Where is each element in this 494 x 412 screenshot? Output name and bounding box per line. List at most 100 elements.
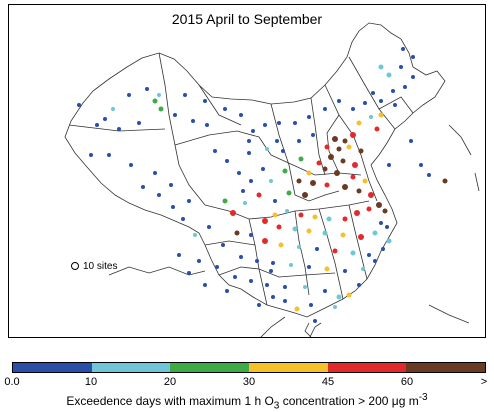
monitoring-site-dot: [294, 306, 300, 312]
monitoring-site-dot: [243, 201, 247, 205]
monitoring-site-dot: [239, 255, 243, 259]
monitoring-site-dot: [265, 147, 269, 151]
monitoring-site-dot: [324, 182, 330, 188]
monitoring-site-dot: [306, 170, 312, 176]
monitoring-site-dot: [193, 233, 197, 237]
monitoring-site-dot: [309, 303, 313, 307]
monitoring-site-dot: [233, 275, 237, 279]
colorbar-tick-4: 45: [321, 376, 335, 388]
monitoring-site-dot: [393, 103, 397, 107]
monitoring-site-dot: [283, 299, 287, 303]
monitoring-site-dot: [273, 199, 277, 203]
monitoring-site-dot: [362, 178, 368, 184]
monitoring-site-dot: [343, 269, 347, 273]
monitoring-site-dot: [342, 184, 348, 190]
monitoring-site-dot: [215, 265, 219, 269]
monitoring-site-dot: [241, 189, 245, 193]
monitoring-site-dot: [271, 295, 275, 299]
monitoring-site-dot: [316, 160, 322, 166]
monitoring-site-dot: [372, 230, 378, 236]
colorbar: [12, 362, 486, 373]
monitoring-site-dot: [197, 259, 201, 263]
monitoring-site-dot: [378, 64, 384, 70]
monitoring-site-dot: [141, 185, 145, 189]
monitoring-site-dot: [251, 129, 255, 133]
monitoring-site-dot: [379, 99, 383, 103]
monitoring-site-dot: [263, 123, 267, 127]
colorbar-tick-1: 10: [84, 376, 98, 388]
monitoring-site-dot: [191, 119, 195, 123]
monitoring-site-dot: [332, 248, 338, 254]
monitoring-site-dot: [256, 192, 262, 198]
monitoring-site-dot: [315, 247, 319, 251]
china-map: [64, 22, 480, 337]
monitoring-site-dot: [363, 101, 367, 105]
monitoring-site-dot: [247, 139, 251, 143]
monitoring-site-dot: [369, 115, 373, 119]
colorbar-label: Exceedence days with maximum 1 h O3 conc…: [66, 392, 428, 412]
monitoring-site-dot: [442, 178, 448, 184]
monitoring-site-dot: [352, 162, 358, 168]
monitoring-site-dot: [127, 93, 131, 97]
monitoring-site-dot: [297, 139, 301, 143]
colorbar-tick-2: 20: [163, 376, 177, 388]
monitoring-site-dot: [207, 225, 211, 229]
monitoring-site-dot: [171, 205, 175, 209]
monitoring-site-dot: [282, 168, 288, 174]
monitoring-site-dot: [187, 271, 191, 275]
monitoring-site-dot: [158, 106, 164, 112]
monitoring-site-dot: [292, 226, 298, 232]
monitoring-site-dot: [276, 224, 282, 230]
monitoring-site-dot: [323, 289, 327, 293]
monitoring-site-dot: [324, 266, 330, 272]
monitoring-site-dot: [221, 243, 225, 247]
monitoring-site-dot: [354, 210, 360, 216]
colorbar-segment-4: [249, 363, 328, 372]
monitoring-site-dot: [401, 47, 405, 51]
monitoring-site-dot: [269, 179, 273, 183]
site-size-legend: 10 sites: [71, 261, 117, 272]
monitoring-site-dot: [346, 292, 352, 298]
monitoring-site-dot: [177, 253, 181, 257]
monitoring-site-dot: [272, 212, 278, 218]
monitoring-site-dot: [239, 113, 243, 117]
monitoring-site-dot: [298, 212, 304, 218]
monitoring-site-dot: [306, 228, 312, 234]
monitoring-site-dot: [249, 233, 253, 237]
monitoring-site-dot: [381, 247, 385, 251]
monitoring-site-dot: [378, 112, 384, 118]
china-border: [64, 22, 446, 318]
monitoring-site-dot: [366, 206, 372, 212]
monitoring-site-dot: [357, 283, 361, 287]
monitoring-site-dot: [89, 153, 93, 157]
monitoring-site-dot: [342, 216, 348, 222]
monitoring-site-dot: [350, 174, 356, 180]
monitoring-site-dot: [187, 199, 191, 203]
monitoring-site-dot: [169, 183, 173, 187]
monitoring-site-dot: [411, 75, 415, 79]
colorbar-tick-6: >: [480, 376, 488, 388]
monitoring-site-dot: [271, 261, 275, 265]
monitoring-site-dot: [181, 217, 185, 221]
monitoring-site-dot: [281, 149, 285, 153]
monitoring-site-dot: [386, 72, 392, 78]
monitoring-site-dot: [351, 107, 355, 111]
monitoring-site-dot: [313, 319, 317, 323]
monitoring-site-dot: [358, 148, 364, 154]
monitoring-site-dot: [373, 259, 377, 263]
map-panel: 2015 April to September 10 sites: [8, 4, 486, 338]
monitoring-site-dot: [296, 178, 302, 184]
monitoring-site-dot: [247, 151, 251, 155]
monitoring-site-dot: [368, 192, 374, 198]
monitoring-site-dot: [326, 216, 332, 222]
monitoring-site-dot: [371, 91, 375, 95]
monitoring-site-dot: [340, 158, 346, 164]
monitoring-site-dot: [403, 85, 407, 89]
monitoring-site-dot: [278, 242, 284, 248]
monitoring-site-dot: [307, 265, 311, 269]
monitoring-site-dot: [391, 89, 395, 93]
monitoring-site-dot: [213, 149, 217, 153]
monitoring-site-dot: [107, 153, 111, 157]
monitoring-site-dot: [203, 283, 207, 287]
monitoring-site-dot: [358, 234, 364, 240]
